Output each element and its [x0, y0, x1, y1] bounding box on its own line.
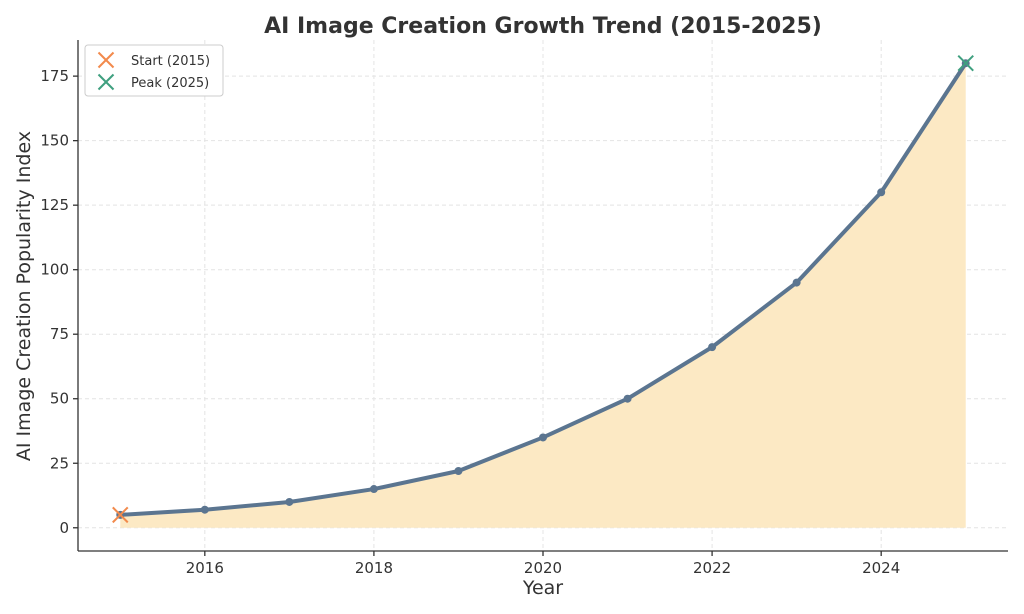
- y-tick-label-0: 0: [59, 519, 69, 537]
- chart-title: AI Image Creation Growth Trend (2015-202…: [264, 14, 822, 39]
- point-layer: [112, 55, 974, 524]
- peak-marker: [957, 55, 974, 72]
- x-tick-label-2016: 2016: [186, 559, 224, 577]
- x-tick-label-2024: 2024: [862, 559, 900, 577]
- y-tick-label-100: 100: [40, 261, 69, 279]
- legend-start-x: [97, 51, 115, 69]
- data-point-2020: [539, 433, 547, 442]
- y-tick-label-75: 75: [50, 325, 69, 343]
- data-point-2024: [877, 188, 886, 197]
- area-fill: [120, 63, 966, 528]
- y-tick-label-150: 150: [40, 132, 69, 150]
- y-tick-label-175: 175: [40, 67, 69, 85]
- data-point-2021: [623, 394, 632, 403]
- ticks: 2016 2018 2020 2022 2024 0 25 50 75 100 125 150 175: [40, 67, 900, 577]
- start-marker: [112, 506, 129, 524]
- legend-start-marker: [97, 51, 115, 69]
- x-tick-label-2020: 2020: [524, 559, 562, 577]
- y-axis-label: AI Image Creation Popularity Index: [13, 131, 35, 461]
- legend-peak-x-stroke-b: [97, 73, 115, 91]
- data-point-2022: [708, 343, 717, 352]
- start-marker-stroke-b: [112, 506, 129, 524]
- data-point-2016: [200, 505, 209, 514]
- legend-peak-label: Peak (2025): [131, 76, 209, 91]
- peak-marker-stroke-b: [957, 55, 974, 72]
- data-point-2023: [792, 278, 801, 287]
- legend: Start (2015) Peak (2025): [84, 44, 224, 97]
- x-tick-label-2018: 2018: [355, 559, 393, 577]
- data-point-2018: [369, 485, 378, 494]
- y-tick-label-25: 25: [50, 454, 69, 472]
- y-tick-label-125: 125: [40, 196, 69, 214]
- area-layer: [120, 63, 966, 528]
- legend-peak-marker: [97, 73, 115, 91]
- x-axis-label: Year: [522, 577, 563, 599]
- y-tick-label-50: 50: [50, 390, 69, 408]
- data-point-2017: [285, 497, 294, 506]
- x-tick-label-2022: 2022: [693, 559, 731, 577]
- legend-box: [84, 44, 224, 97]
- legend-start-x-stroke-b: [97, 51, 115, 69]
- data-point-2019: [454, 466, 463, 475]
- legend-start-label: Start (2015): [131, 54, 210, 69]
- legend-peak-x: [97, 73, 115, 91]
